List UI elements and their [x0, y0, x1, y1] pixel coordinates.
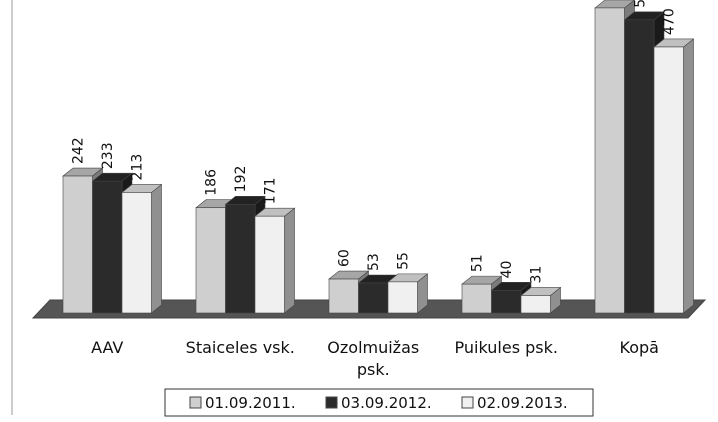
data-label: 192: [233, 166, 249, 193]
bar-front: [653, 46, 684, 314]
x-tick-label: Staiceles vsk.: [185, 338, 295, 357]
bar-front: [62, 175, 93, 314]
x-tick-label: Puikules psk.: [454, 338, 558, 357]
bar-front: [92, 180, 123, 314]
legend-swatch: [325, 396, 338, 409]
bar-side: [683, 38, 694, 314]
data-label: 53: [366, 253, 382, 271]
bar-front: [358, 282, 389, 314]
legend-label: 03.09.2012.: [341, 394, 432, 412]
bar: [121, 183, 163, 314]
data-label: 55: [396, 252, 412, 270]
legend-swatch: [189, 396, 202, 409]
bar-front: [195, 207, 226, 314]
x-tick-label: Ozolmuižas psk.: [327, 338, 420, 379]
legend-box: [164, 388, 594, 417]
legend-swatch: [461, 396, 474, 409]
bar: [520, 286, 562, 314]
data-label: 233: [100, 142, 116, 169]
data-label: 51: [470, 254, 486, 272]
bar-front: [387, 281, 418, 314]
data-label: 40: [499, 261, 515, 279]
data-label: 60: [337, 249, 353, 267]
bar-front: [121, 192, 152, 314]
data-label: 213: [130, 154, 146, 181]
x-tick-label: Kopā: [619, 338, 659, 357]
data-label: 470: [662, 8, 678, 35]
data-label: 31: [529, 266, 545, 284]
data-label: 171: [263, 177, 279, 204]
bar: [653, 38, 695, 314]
bar-front: [461, 283, 492, 314]
legend-label: 02.09.2013.: [477, 394, 568, 412]
data-label: 242: [71, 137, 87, 164]
bar-front: [328, 278, 359, 314]
data-label: 518: [632, 0, 648, 8]
bar-front: [225, 204, 256, 314]
legend-label: 01.09.2011.: [205, 394, 296, 412]
bar-front: [594, 7, 625, 314]
x-tick-label: AAV: [91, 338, 124, 357]
bar-front: [520, 295, 551, 314]
bar: [254, 207, 296, 314]
bar-side: [151, 183, 162, 314]
bar-front: [254, 215, 285, 314]
bar: [387, 273, 429, 314]
data-label: 186: [204, 169, 220, 196]
bar-side: [284, 207, 295, 314]
bar-front: [624, 19, 655, 314]
bar-front: [491, 290, 522, 314]
